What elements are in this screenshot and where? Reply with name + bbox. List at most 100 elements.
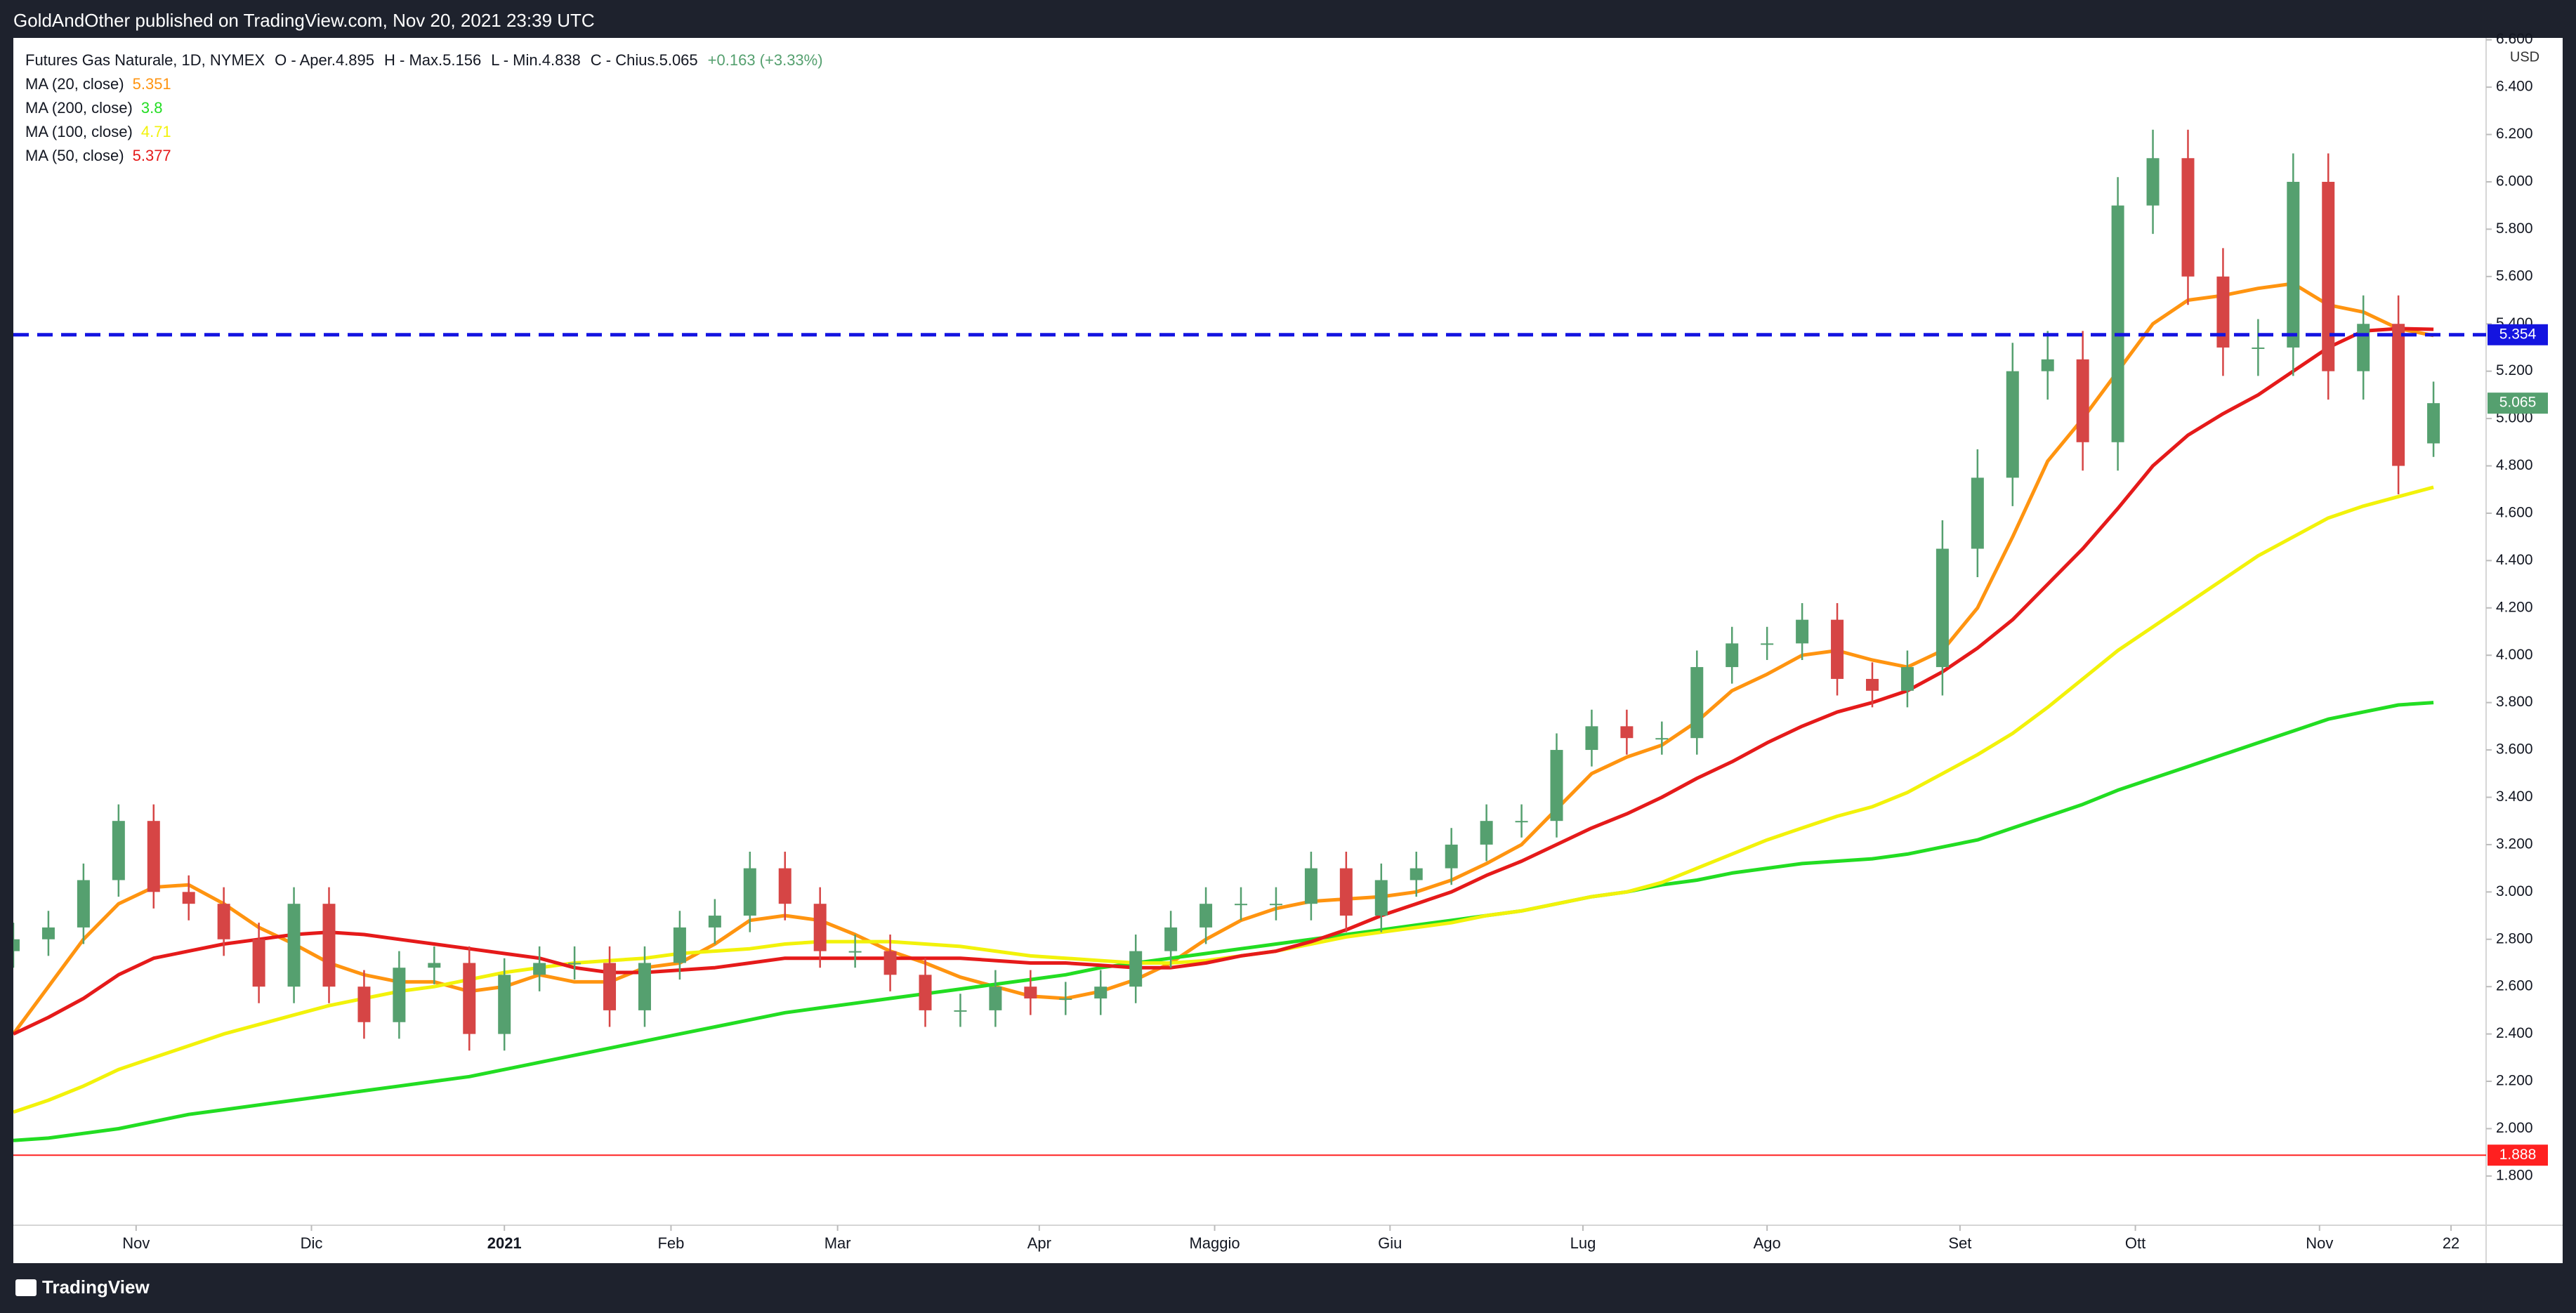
legend-name: MA (200, close) — [25, 99, 133, 117]
x-tick-label: Nov — [2306, 1234, 2333, 1252]
y-tick-label: 4.800 — [2496, 457, 2533, 473]
candle-body — [463, 963, 476, 1034]
price-line-tag — [2488, 1144, 2548, 1166]
y-tick-label: 1.800 — [2496, 1167, 2533, 1183]
legend-name: MA (100, close) — [25, 123, 133, 140]
y-tick-label: 2.600 — [2496, 978, 2533, 994]
candle-body — [2392, 324, 2405, 466]
ohlc-value: 4.895 — [336, 51, 374, 69]
candle-body — [13, 939, 20, 951]
candle-body — [638, 963, 651, 1010]
candle-body — [428, 963, 441, 968]
y-tick-label: 3.000 — [2496, 883, 2533, 899]
y-tick-label: 3.400 — [2496, 789, 2533, 805]
candle-body — [568, 963, 581, 965]
candle-body — [2181, 158, 2195, 277]
candle-body — [1094, 987, 1108, 999]
candle-body — [1339, 868, 1353, 916]
y-tick-label: 5.200 — [2496, 362, 2533, 378]
ma-line — [13, 326, 2434, 1036]
candle-body — [1620, 726, 1634, 739]
change-value: +0.163 (+3.33%) — [708, 51, 823, 69]
price-line-label: 1.888 — [2499, 1147, 2537, 1163]
candle-body — [1409, 868, 1423, 880]
candle-body — [1515, 821, 1528, 823]
footer-brand: TradingView — [42, 1276, 150, 1298]
ohlc-key: C - Chius. — [591, 51, 659, 69]
candle-body — [533, 963, 546, 975]
y-tick-label: 2.200 — [2496, 1073, 2533, 1089]
footer-logo — [15, 1279, 37, 1296]
candle-body — [287, 904, 301, 987]
y-tick-label: 6.600 — [2496, 31, 2533, 47]
y-tick-label: 4.200 — [2496, 599, 2533, 615]
candle-body — [252, 939, 265, 987]
candle-body — [2322, 181, 2335, 371]
x-tick-label: Mar — [824, 1234, 851, 1252]
candle-body — [743, 868, 756, 916]
candle-body — [813, 904, 827, 951]
y-tick-label: 2.400 — [2496, 1025, 2533, 1041]
candle-body — [1865, 678, 1879, 691]
x-tick-label: Apr — [1027, 1234, 1051, 1252]
x-tick-label: Ott — [2125, 1234, 2145, 1252]
candle-body — [147, 821, 160, 892]
legend-entry: MA (20, close) 5.351 — [25, 75, 171, 93]
candle-body — [2111, 205, 2124, 442]
symbol-title: Futures Gas Naturale, 1D, NYMEX — [25, 51, 265, 69]
candle-body — [2041, 359, 2054, 371]
candle-body — [778, 868, 791, 904]
candle-body — [2357, 324, 2370, 371]
y-tick-label: 6.000 — [2496, 173, 2533, 190]
legend-value: 4.71 — [141, 123, 171, 140]
candle-body — [883, 951, 897, 975]
candle-body — [1024, 987, 1037, 999]
candle-body — [603, 963, 617, 1010]
x-tick-label: 2021 — [487, 1234, 522, 1252]
x-tick-label: Giu — [1378, 1234, 1402, 1252]
legend-name: MA (20, close) — [25, 75, 124, 93]
y-tick-label: 4.000 — [2496, 647, 2533, 663]
candle-body — [182, 892, 195, 904]
x-tick-label: Feb — [657, 1234, 684, 1252]
y-tick-label: 3.200 — [2496, 836, 2533, 852]
candle-body — [1480, 821, 1493, 845]
candle-body — [1445, 844, 1458, 869]
legend-value: 5.377 — [133, 147, 171, 164]
candle-body — [2427, 403, 2440, 444]
ma-line — [13, 701, 2434, 1142]
published-line: GoldAndOther published on TradingView.co… — [13, 10, 595, 31]
candle-body — [112, 821, 125, 880]
candle-body — [2006, 371, 2019, 478]
candle-body — [1971, 477, 1984, 549]
candle-body — [708, 916, 721, 928]
y-tick-label: 5.600 — [2496, 268, 2533, 284]
candle-body — [1690, 667, 1704, 739]
candle-body — [1900, 667, 1914, 691]
ohlc-key: L - Min. — [491, 51, 542, 69]
candle-body — [1374, 880, 1388, 916]
candle-body — [41, 927, 55, 939]
candle-body — [1059, 998, 1072, 1001]
x-tick-label: Maggio — [1189, 1234, 1240, 1252]
candle-body — [1129, 951, 1143, 987]
candle-body — [217, 904, 230, 939]
x-tick-label: Set — [1948, 1234, 1971, 1252]
ohlc-value: 5.156 — [442, 51, 481, 69]
legend-value: 3.8 — [141, 99, 163, 117]
candle-body — [1200, 904, 1213, 928]
candle-body — [1761, 643, 1774, 645]
candle-body — [77, 880, 90, 928]
candle-body — [2076, 359, 2089, 442]
y-tick-label: 5.800 — [2496, 220, 2533, 237]
candle-body — [848, 951, 862, 953]
candle-body — [1726, 643, 1739, 668]
candle-body — [954, 1010, 967, 1012]
ohlc-value: 5.065 — [659, 51, 698, 69]
candle-body — [393, 968, 406, 1022]
candle-body — [1550, 750, 1563, 822]
candle-body — [1304, 868, 1317, 904]
x-tick-label: Lug — [1570, 1234, 1596, 1252]
